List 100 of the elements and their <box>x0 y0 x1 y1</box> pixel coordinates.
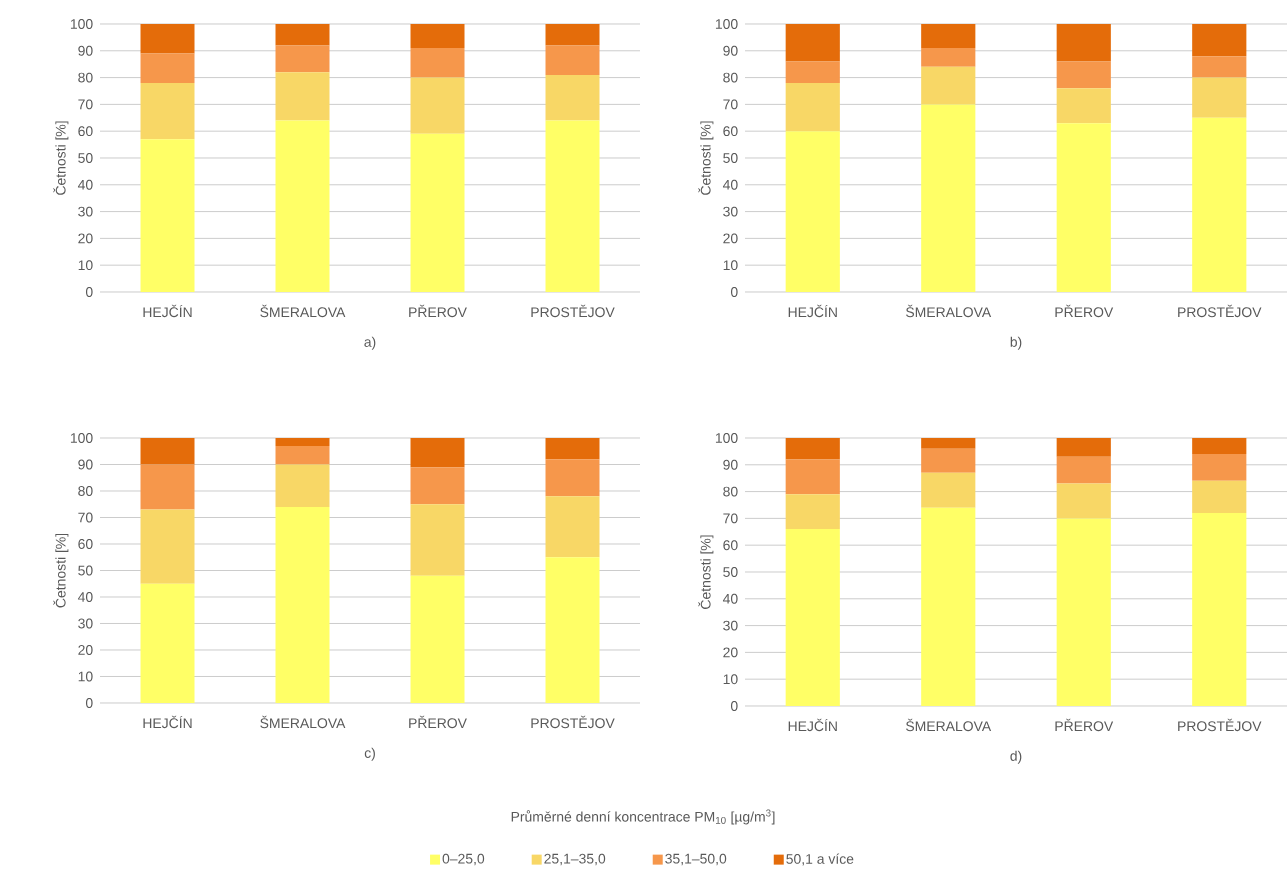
x-tick-label: PROSTĚJOV <box>531 304 615 318</box>
bar <box>275 445 330 465</box>
y-tick-label: 50 <box>78 153 93 163</box>
y-tick-label: 0 <box>730 701 738 711</box>
bar <box>140 53 195 83</box>
bar <box>921 66 976 105</box>
y-tick-label: 10 <box>78 671 93 682</box>
bar <box>1056 518 1111 706</box>
x-tick-label: PŘEROV <box>409 304 467 318</box>
bar <box>1192 77 1247 118</box>
bar <box>410 575 465 703</box>
bar <box>410 437 465 468</box>
y-tick-label: 60 <box>78 126 93 137</box>
x-tick-label: PROSTĚJOV <box>531 715 615 729</box>
bar <box>140 583 195 703</box>
bar <box>275 506 330 703</box>
bar <box>545 74 600 121</box>
y-tick-label: 100 <box>70 19 93 29</box>
y-tick-label: 80 <box>723 486 738 497</box>
y-tick-label: 60 <box>723 126 738 137</box>
bar <box>785 529 840 706</box>
x-tick-label: PROSTĚJOV <box>1178 304 1262 318</box>
bar <box>921 23 976 49</box>
bar <box>545 23 600 46</box>
y-tick-label: 30 <box>723 620 738 631</box>
bar <box>140 509 195 584</box>
y-tick-label: 20 <box>723 233 738 244</box>
y-tick-label: 100 <box>715 433 738 443</box>
bar <box>1056 23 1111 62</box>
x-tick-label: ŠMERALOVA <box>906 718 992 732</box>
bar <box>921 448 976 473</box>
bar <box>275 23 330 46</box>
bar <box>785 131 840 292</box>
x-tick-label: HEJČÍN <box>788 304 837 318</box>
bar <box>1056 61 1111 89</box>
bar <box>410 504 465 576</box>
bar <box>545 459 600 497</box>
bar <box>921 472 976 508</box>
y-tick-label: 80 <box>723 72 738 83</box>
bar <box>785 459 840 495</box>
y-tick-label: 50 <box>723 567 738 577</box>
bar <box>785 23 840 62</box>
y-tick-label: 70 <box>723 99 738 110</box>
y-tick-label: 0 <box>85 698 93 708</box>
y-tick-label: 50 <box>723 153 738 163</box>
y-tick-label: 60 <box>723 540 738 551</box>
bar <box>410 467 465 505</box>
bar <box>1192 513 1247 706</box>
bar <box>275 437 330 446</box>
y-tick-label: 30 <box>78 206 93 217</box>
bar <box>785 82 840 132</box>
bar <box>1056 437 1111 457</box>
y-tick-label: 90 <box>723 459 738 470</box>
legend-title: Průměrné denní koncentrace PM$_{10}$ [µg/m$^{3}$] <box>511 809 775 825</box>
y-tick-label: 40 <box>722 593 738 604</box>
y-tick-label: 90 <box>78 459 93 470</box>
legend-label: 50,1 a více <box>786 853 854 866</box>
x-axis-title: c) <box>364 747 375 761</box>
bar <box>1056 123 1111 292</box>
x-tick-label: ŠMERALOVA <box>906 304 992 318</box>
x-tick-label: HEJČÍN <box>143 715 192 729</box>
bar <box>140 23 195 54</box>
bar <box>275 464 330 507</box>
y-tick-label: 10 <box>723 260 738 271</box>
y-tick-label: 20 <box>78 645 93 655</box>
y-tick-label: 80 <box>78 486 93 496</box>
y-tick-label: 10 <box>723 674 738 685</box>
bar <box>921 437 976 449</box>
bar <box>1056 483 1111 519</box>
bar <box>1192 454 1247 481</box>
bar <box>140 139 195 292</box>
y-tick-label: 20 <box>723 647 738 658</box>
y-tick-label: 90 <box>78 45 93 56</box>
y-tick-label: 30 <box>723 206 738 217</box>
bar <box>1192 23 1247 57</box>
bar <box>921 104 976 292</box>
bar <box>1192 480 1247 514</box>
bar <box>140 82 195 140</box>
y-tick-label: 90 <box>723 45 738 56</box>
x-axis-title: d) <box>1010 750 1022 764</box>
bar <box>410 133 465 292</box>
y-tick-label: 40 <box>77 592 93 602</box>
x-axis-title: b) <box>1010 336 1022 350</box>
bar <box>785 437 840 460</box>
y-tick-label: 70 <box>78 512 93 523</box>
bar <box>921 507 976 706</box>
y-tick-label: 40 <box>77 179 93 190</box>
bar <box>921 48 976 67</box>
bar <box>275 72 330 121</box>
bar <box>1192 437 1247 455</box>
y-tick-label: 20 <box>78 233 93 244</box>
y-tick-label: 100 <box>70 433 93 443</box>
bar <box>1192 56 1247 78</box>
bar <box>410 48 465 78</box>
x-tick-label: ŠMERALOVA <box>260 715 346 729</box>
bar <box>140 437 195 465</box>
bar <box>410 23 465 49</box>
bar <box>410 77 465 134</box>
bar <box>140 464 195 510</box>
y-tick-label: 100 <box>715 19 738 29</box>
